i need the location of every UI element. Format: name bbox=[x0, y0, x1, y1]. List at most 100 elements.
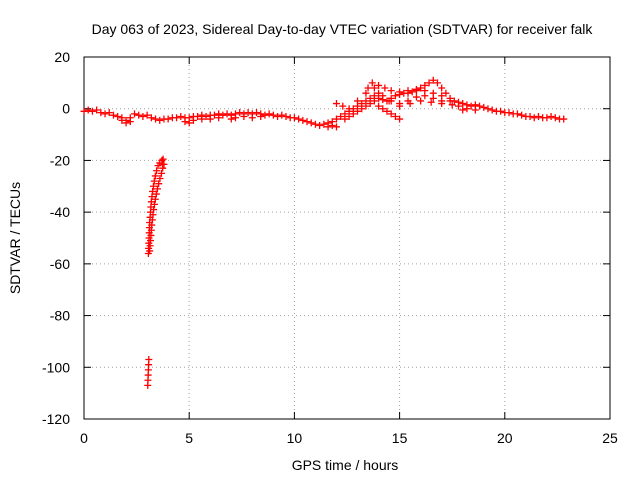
data-point bbox=[406, 100, 414, 108]
data-point bbox=[156, 116, 164, 124]
axis-ticks bbox=[83, 56, 611, 420]
data-point bbox=[354, 97, 362, 105]
data-point bbox=[227, 115, 235, 123]
data-point bbox=[364, 84, 372, 92]
data-point bbox=[412, 85, 420, 93]
data-point bbox=[429, 94, 437, 102]
data-point bbox=[396, 88, 404, 96]
data-point bbox=[320, 120, 328, 128]
data-point bbox=[206, 115, 214, 123]
data-point bbox=[387, 110, 395, 118]
data-point bbox=[135, 111, 143, 119]
y-tick-label: -20 bbox=[50, 152, 70, 168]
data-point bbox=[396, 102, 404, 110]
data-point bbox=[484, 105, 492, 113]
data-point bbox=[159, 164, 167, 172]
data-point bbox=[354, 107, 362, 115]
data-point bbox=[425, 79, 433, 87]
data-point bbox=[551, 114, 559, 122]
data-point bbox=[198, 115, 206, 123]
data-point bbox=[381, 84, 389, 92]
data-point bbox=[194, 112, 202, 120]
data-point bbox=[459, 100, 467, 108]
data-point bbox=[130, 110, 138, 118]
data-point bbox=[349, 110, 357, 118]
data-point bbox=[421, 87, 429, 95]
data-point bbox=[438, 100, 446, 108]
data-point bbox=[253, 109, 261, 117]
data-point bbox=[122, 119, 130, 127]
data-point bbox=[404, 87, 412, 95]
data-point bbox=[164, 115, 172, 123]
data-point bbox=[383, 107, 391, 115]
chart-title: Day 063 of 2023, Sidereal Day-to-day VTE… bbox=[92, 21, 594, 37]
y-tick-label: -120 bbox=[42, 411, 70, 427]
data-point bbox=[362, 89, 370, 97]
data-point bbox=[290, 114, 298, 122]
data-point bbox=[497, 107, 505, 115]
data-point bbox=[375, 81, 383, 89]
data-point bbox=[417, 84, 425, 92]
data-point bbox=[150, 177, 158, 185]
data-point bbox=[97, 109, 105, 117]
y-tick-label: -80 bbox=[50, 308, 70, 324]
data-point bbox=[438, 84, 446, 92]
x-tick-label: 25 bbox=[602, 430, 618, 446]
data-point bbox=[307, 119, 315, 127]
data-point bbox=[244, 109, 252, 117]
data-point bbox=[248, 114, 256, 122]
data-point bbox=[391, 112, 399, 120]
data-point bbox=[149, 182, 157, 190]
data-point bbox=[177, 112, 185, 120]
data-point bbox=[379, 92, 387, 100]
data-point bbox=[278, 111, 286, 119]
data-point bbox=[151, 195, 159, 203]
data-point bbox=[332, 123, 340, 131]
y-tick-label: -100 bbox=[42, 359, 70, 375]
data-point bbox=[455, 102, 463, 110]
data-point bbox=[332, 100, 340, 108]
data-point bbox=[150, 200, 158, 208]
data-point bbox=[467, 102, 475, 110]
y-axis-label: SDTVAR / TECUs bbox=[7, 182, 23, 294]
data-point bbox=[396, 115, 404, 123]
data-point bbox=[339, 102, 347, 110]
data-point bbox=[93, 106, 101, 114]
data-point bbox=[152, 115, 160, 123]
data-point bbox=[303, 118, 311, 126]
y-tick-label: 0 bbox=[62, 101, 70, 117]
data-point bbox=[173, 114, 181, 122]
data-point bbox=[282, 112, 290, 120]
plot-frame bbox=[83, 56, 611, 420]
data-point bbox=[362, 102, 370, 110]
data-point bbox=[385, 97, 393, 105]
data-point bbox=[387, 87, 395, 95]
data-point bbox=[560, 115, 568, 123]
data-point bbox=[147, 114, 155, 122]
data-point bbox=[505, 109, 513, 117]
data-point bbox=[109, 111, 117, 119]
x-tick-label: 10 bbox=[287, 430, 303, 446]
data-point bbox=[145, 356, 153, 364]
data-point bbox=[261, 111, 269, 119]
data-point bbox=[370, 84, 378, 92]
data-point bbox=[156, 175, 164, 183]
data-point bbox=[223, 110, 231, 118]
data-point bbox=[185, 119, 193, 127]
data-point bbox=[80, 107, 88, 115]
data-point bbox=[240, 112, 248, 120]
data-point bbox=[118, 116, 126, 124]
data-point bbox=[543, 114, 551, 122]
x-tick-label: 15 bbox=[392, 430, 408, 446]
data-point bbox=[316, 122, 324, 130]
x-tick-label: 5 bbox=[185, 430, 193, 446]
x-axis-label: GPS time / hours bbox=[292, 457, 399, 473]
data-point bbox=[370, 97, 378, 105]
data-point bbox=[265, 110, 273, 118]
x-tick-label: 0 bbox=[80, 430, 88, 446]
data-point bbox=[274, 112, 282, 120]
y-tick-label: -40 bbox=[50, 204, 70, 220]
data-point bbox=[139, 112, 147, 120]
data-point bbox=[269, 111, 277, 119]
data-point bbox=[442, 89, 450, 97]
